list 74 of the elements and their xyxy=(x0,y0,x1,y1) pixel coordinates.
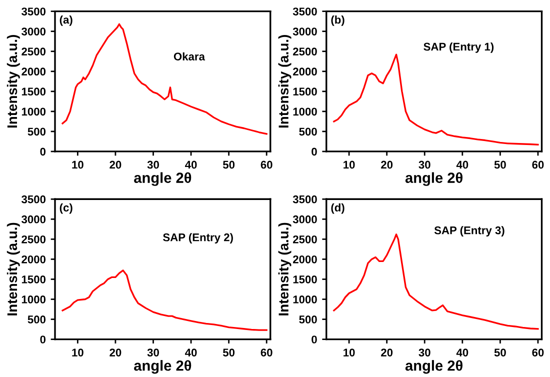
x-tick-label: 10 xyxy=(344,348,355,356)
x-tick-label: 40 xyxy=(456,348,468,356)
y-tick-label: 500 xyxy=(28,128,46,136)
y-tick-label: 2500 xyxy=(22,48,46,56)
x-tick-label: 40 xyxy=(185,348,197,356)
y-tick-label: 0 xyxy=(40,148,46,156)
x-tick-label: 30 xyxy=(418,348,430,357)
annotation: SAP (Entry 3) xyxy=(434,226,504,236)
y-tick-label: 3500 xyxy=(292,8,317,16)
y-tick-label: 2500 xyxy=(293,48,317,56)
x-tick-label: 20 xyxy=(381,348,393,356)
y-tick-label: 2000 xyxy=(293,255,317,264)
y-tick-label: 500 xyxy=(299,128,317,136)
y-tick-label: 1000 xyxy=(22,296,46,304)
x-tick-label: 50 xyxy=(494,160,506,169)
y-tick-label: 1000 xyxy=(22,108,46,116)
y-tick-label: 2500 xyxy=(293,235,317,244)
y-tick-label: 1500 xyxy=(22,88,46,96)
x-axis-title: angle 2θ xyxy=(405,360,462,374)
x-tick-label: 40 xyxy=(456,160,468,169)
chart-title: (b) xyxy=(331,16,344,26)
y-tick-label: 2000 xyxy=(22,255,46,264)
y-tick-label: 2000 xyxy=(293,68,317,76)
y-tick-label: 3000 xyxy=(292,28,317,36)
y-tick-label: 0 xyxy=(40,336,46,344)
annotation: SAP (Entry 1) xyxy=(424,42,494,53)
x-tick-label: 20 xyxy=(110,160,122,169)
y-axis-title: Intensity (a.u.) xyxy=(6,222,20,316)
y-tick-label: 1500 xyxy=(22,275,46,284)
x-tick-label: 30 xyxy=(147,348,159,357)
x-axis-title: angle 2θ xyxy=(405,172,462,186)
y-tick-label: 1000 xyxy=(293,108,317,116)
y-tick-label: 2000 xyxy=(22,68,46,76)
chart-title: (d) xyxy=(331,203,344,214)
y-tick-label: 3500 xyxy=(22,195,46,204)
chart-title: (a) xyxy=(60,16,72,26)
x-tick-label: 10 xyxy=(72,348,84,356)
x-tick-label: 60 xyxy=(260,160,272,169)
y-tick-label: 0 xyxy=(312,336,317,344)
y-tick-label: 1500 xyxy=(293,88,317,96)
y-tick-label: 3500 xyxy=(292,195,317,204)
y-tick-label: 3000 xyxy=(292,215,317,224)
annotation: SAP (Entry 2) xyxy=(163,233,233,244)
x-tick-label: 20 xyxy=(110,348,122,356)
line-series xyxy=(62,270,268,331)
y-tick-label: 500 xyxy=(299,316,317,324)
y-axis-title: Intensity (a.u.) xyxy=(6,35,20,128)
y-tick-label: 1500 xyxy=(293,275,317,284)
y-tick-label: 3500 xyxy=(22,8,46,16)
y-axis-title: Intensity (a.u.) xyxy=(278,222,292,316)
x-tick-label: 50 xyxy=(222,160,235,169)
y-tick-label: 0 xyxy=(312,148,317,156)
chart-title: (c) xyxy=(60,203,72,214)
x-tick-label: 60 xyxy=(532,348,544,356)
x-axis-title: angle 2θ xyxy=(134,172,192,186)
y-axis-title: Intensity (a.u.) xyxy=(278,35,292,128)
x-tick-label: 30 xyxy=(147,160,159,169)
x-axis-title: angle 2θ xyxy=(134,360,192,374)
y-tick-label: 3000 xyxy=(22,215,46,224)
x-tick-label: 60 xyxy=(260,348,272,356)
line-series xyxy=(333,54,539,146)
y-tick-label: 1000 xyxy=(293,296,317,304)
x-tick-label: 50 xyxy=(494,348,506,356)
y-tick-label: 2500 xyxy=(22,235,46,244)
x-tick-label: 40 xyxy=(185,160,197,169)
y-tick-label: 500 xyxy=(28,316,46,324)
x-tick-label: 10 xyxy=(344,160,355,169)
annotation: Okara xyxy=(174,52,206,60)
x-tick-label: 20 xyxy=(381,160,393,169)
y-tick-label: 3000 xyxy=(22,28,46,36)
x-tick-label: 50 xyxy=(222,348,235,356)
x-tick-label: 10 xyxy=(72,160,84,169)
x-tick-label: 30 xyxy=(418,160,430,169)
x-tick-label: 60 xyxy=(532,160,544,169)
